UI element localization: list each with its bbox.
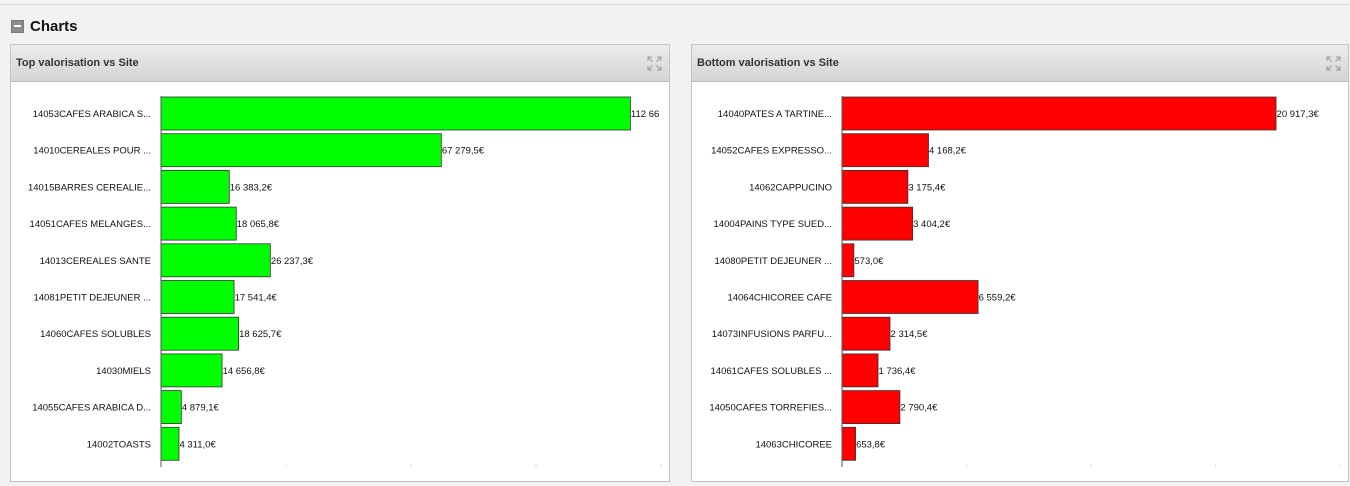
value-label: 17 541,4€	[235, 293, 278, 304]
bar[interactable]	[160, 390, 182, 425]
category-label: 14051CAFES MELANGES...	[30, 219, 151, 230]
bar[interactable]	[841, 316, 891, 351]
category-label: 14055CAFES ARABICA D...	[32, 403, 151, 414]
bar[interactable]	[841, 353, 879, 388]
panel-header: Bottom valorisation vs Site	[692, 45, 1348, 82]
chart-area: 14040PATES A TARTINE... 20 917,3€ 14052CAF…	[709, 96, 1341, 467]
category-label: 14062CAPPUCINO	[749, 182, 832, 193]
chart-area: 14053CAFES ARABICA S... 112 66 14010CEREAL…	[28, 96, 662, 467]
bar[interactable]	[160, 206, 237, 241]
bar[interactable]	[841, 170, 909, 204]
value-label: 6 559,2€	[979, 293, 1017, 304]
panel-title: Top valorisation vs Site	[16, 57, 139, 69]
value-label: 3 404,2€	[913, 219, 951, 230]
value-label: 1 736,4€	[879, 366, 917, 377]
value-label: 20 917,3€	[1277, 109, 1320, 120]
category-label: 14040PATES A TARTINE...	[718, 109, 832, 120]
category-label: 14061CAFES SOLUBLES ...	[711, 366, 832, 377]
category-label: 14030MIELS	[96, 366, 151, 377]
category-label: 14015BARRES CEREALIE...	[28, 182, 151, 193]
category-label: 14073INFUSIONS PARFU...	[712, 329, 832, 340]
bar[interactable]	[160, 353, 223, 388]
category-label: 14013CEREALES SANTE	[40, 256, 151, 267]
value-label: 67 279,5€	[442, 146, 485, 157]
category-label: 14081PETIT DEJEUNER ...	[33, 293, 151, 304]
bar[interactable]	[841, 96, 1277, 131]
bar[interactable]	[841, 206, 914, 241]
category-label: 14053CAFES ARABICA S...	[33, 109, 151, 120]
value-label: 16 383,2€	[230, 182, 273, 193]
section-header: Charts	[11, 16, 78, 36]
category-label: 14004PAINS TYPE SUED...	[714, 219, 832, 230]
value-label: 4 311,0€	[179, 439, 216, 450]
category-label: 14052CAFES EXPRESSO...	[711, 146, 832, 157]
bar[interactable]	[160, 133, 442, 168]
value-label: 653,8€	[856, 439, 886, 450]
value-label: 18 065,8€	[237, 219, 280, 230]
bar[interactable]	[160, 96, 631, 131]
bar[interactable]	[841, 243, 855, 278]
section-title: Charts	[30, 17, 78, 35]
category-label: 14060CAFES SOLUBLES	[40, 329, 151, 340]
expand-arrows-icon[interactable]	[647, 56, 662, 71]
minus-square-icon[interactable]	[11, 19, 24, 33]
top-divider	[0, 4, 1350, 5]
bar[interactable]	[841, 280, 979, 314]
bar[interactable]	[841, 426, 856, 461]
category-label: 14063CHICOREE	[755, 439, 832, 450]
top-chart-panel: Top valorisation vs Site 14053CAFES ARAB…	[10, 44, 670, 482]
value-label: 18 625,7€	[239, 329, 282, 340]
bottom-chart-panel: Bottom valorisation vs Site 14040PATES A…	[691, 44, 1349, 482]
bar[interactable]	[160, 426, 180, 461]
value-label: 2 790,4€	[900, 403, 938, 414]
panel-title: Bottom valorisation vs Site	[697, 57, 839, 69]
bar[interactable]	[841, 390, 901, 425]
value-label: 2 314,5€	[891, 329, 929, 340]
category-label: 14002TOASTS	[87, 439, 151, 450]
value-label: 26 237,3€	[271, 256, 314, 267]
value-label: 3 175,4€	[908, 182, 946, 193]
category-label: 14050CAFES TORREFIES...	[709, 403, 832, 414]
value-label: 573,0€	[854, 256, 884, 267]
bar[interactable]	[160, 280, 235, 314]
expand-arrows-icon[interactable]	[1326, 56, 1341, 71]
panel-header: Top valorisation vs Site	[11, 45, 669, 82]
value-label: 4 879,1€	[182, 403, 220, 414]
value-label: 4 168,2€	[929, 146, 967, 157]
category-label: 14010CEREALES POUR ...	[33, 146, 151, 157]
category-label: 14064CHICOREE CAFE	[727, 293, 832, 304]
bar[interactable]	[160, 243, 271, 278]
bar[interactable]	[160, 170, 230, 204]
value-label: 14 656,8€	[223, 366, 266, 377]
bar[interactable]	[841, 133, 929, 168]
value-label: 112 66	[631, 109, 659, 120]
category-label: 14080PETIT DEJEUNER ...	[714, 256, 832, 267]
bar[interactable]	[160, 316, 240, 351]
